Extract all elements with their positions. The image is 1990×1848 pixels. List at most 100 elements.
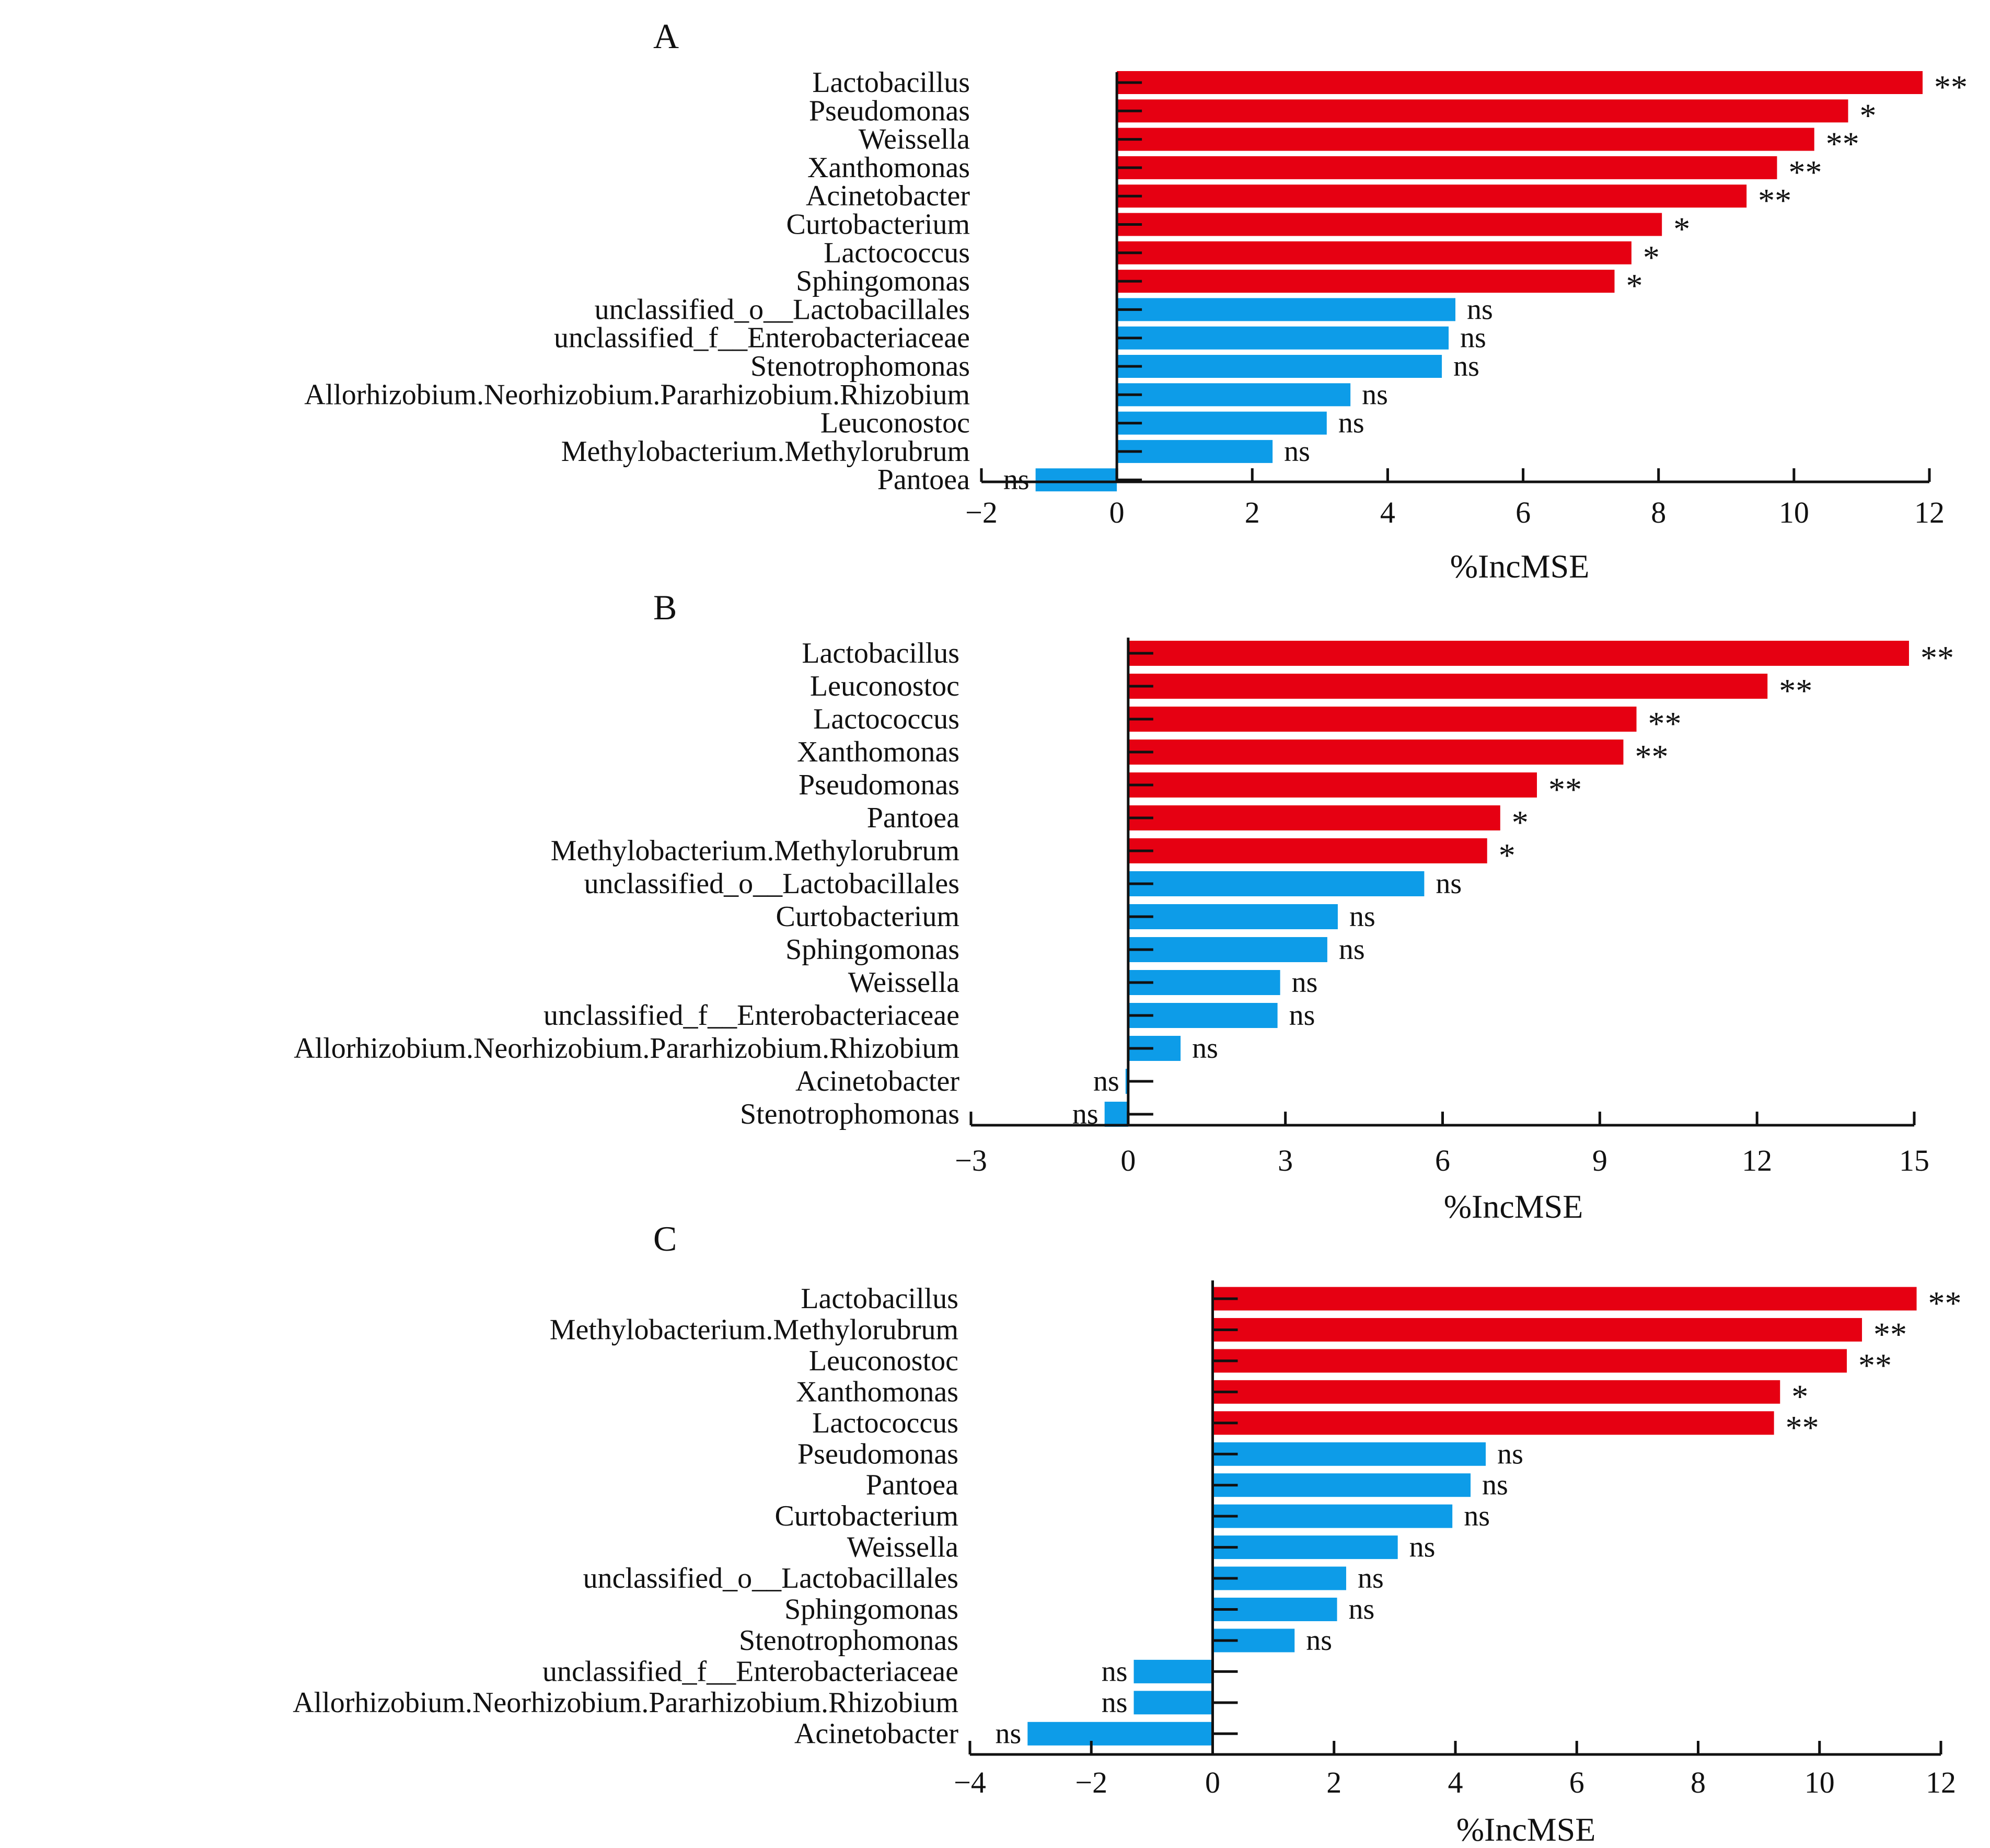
bar-methylobacterium-methylorubrum [1117, 440, 1273, 463]
x-tick-label: 4 [1380, 495, 1395, 529]
category-label: Pantoea [866, 1469, 958, 1502]
bar-sphingomonas [1128, 937, 1327, 962]
panel-label-c: C [653, 1219, 677, 1258]
category-label: Sphingomonas [784, 1593, 958, 1626]
significance-label: ** [1779, 672, 1812, 709]
bar-curtobacterium [1128, 904, 1338, 929]
x-tick-label: 9 [1592, 1144, 1607, 1177]
bar-pseudomonas [1117, 99, 1848, 123]
category-label: unclassified_f__Enterobacteriaceae [543, 999, 959, 1032]
category-label: Pantoea [877, 464, 970, 496]
category-label: Curtobacterium [775, 1500, 958, 1532]
category-label: unclassified_o__Lactobacillales [595, 293, 970, 326]
significance-label: ns [1338, 407, 1364, 440]
category-label: Xanthomonas [797, 736, 959, 768]
category-label: Allorhizobium.Neorhizobium.Pararhizobium… [294, 1032, 959, 1065]
significance-label: ** [1928, 1285, 1962, 1322]
category-label: unclassified_f__Enterobacteriaceae [542, 1655, 958, 1688]
x-tick-label: 8 [1651, 495, 1666, 529]
bar-sphingomonas [1117, 270, 1615, 293]
significance-label: ns [1349, 1593, 1375, 1626]
bar-unclassified-f-enterobacteriaceae [1133, 1659, 1213, 1683]
bar-lactococcus [1128, 707, 1637, 732]
category-label: Acinetobacter [794, 1717, 958, 1750]
significance-label: ** [1826, 125, 1859, 163]
bar-methylobacterium-methylorubrum [1128, 838, 1487, 863]
x-tick-label: 12 [1742, 1144, 1772, 1177]
significance-label: ns [1192, 1032, 1218, 1065]
x-tick-label: 3 [1278, 1144, 1293, 1177]
category-label: Leuconostoc [809, 1345, 958, 1377]
x-axis-label: %IncMSE [1450, 548, 1590, 585]
significance-label: ns [1460, 322, 1486, 354]
x-tick-label: 2 [1326, 1765, 1341, 1799]
significance-label: ns [996, 1717, 1022, 1750]
significance-label: ** [1858, 1347, 1892, 1384]
category-label: Acinetobacter [795, 1065, 959, 1098]
category-label: Methylobacterium.Methylorubrum [550, 1313, 958, 1346]
x-tick-label: 8 [1691, 1765, 1706, 1799]
category-label: Sphingomonas [796, 265, 970, 297]
category-label: Weissella [847, 1531, 958, 1564]
significance-label: ** [1934, 68, 1968, 106]
category-label: Pseudomonas [809, 95, 970, 127]
category-label: unclassified_f__Enterobacteriaceae [554, 322, 970, 354]
category-label: Pseudomonas [797, 1438, 958, 1470]
x-tick-label: 10 [1804, 1765, 1835, 1799]
category-label: Allorhizobium.Neorhizobium.Pararhizobium… [304, 378, 970, 411]
x-tick-label: 12 [1914, 495, 1945, 529]
x-axis-label: %IncMSE [1444, 1188, 1583, 1225]
category-label: Lactococcus [813, 703, 959, 735]
bar-lactococcus [1117, 241, 1632, 264]
significance-label: ns [1362, 378, 1388, 411]
x-tick-label: 12 [1926, 1765, 1956, 1799]
category-label: Curtobacterium [786, 209, 970, 241]
bar-leuconostoc [1212, 1349, 1847, 1373]
category-label: unclassified_o__Lactobacillales [583, 1562, 958, 1595]
significance-label: ** [1786, 1409, 1819, 1446]
significance-label: ns [1467, 293, 1493, 326]
category-label: Pseudomonas [799, 769, 959, 801]
panel-a: A Lactobacillus **Pseudomonas *Weissella **… [304, 16, 1968, 585]
bar-lactobacillus [1117, 71, 1923, 94]
significance-label: ns [1284, 435, 1310, 468]
category-label: Weissella [859, 123, 970, 156]
significance-label: ** [1648, 705, 1682, 742]
category-label: Stenotrophomonas [739, 1624, 958, 1657]
x-tick-label: 0 [1205, 1765, 1220, 1799]
category-label: Stenotrophomonas [750, 350, 970, 383]
bar-allorhizobium-neorhizobium-pararhizobium-rhizobium [1117, 383, 1351, 407]
bar-unclassified-f-enterobacteriaceae [1117, 326, 1449, 350]
bar-xanthomonas [1128, 740, 1624, 765]
bar-weissella [1117, 128, 1814, 151]
x-axis-label: %IncMSE [1456, 1811, 1596, 1845]
significance-label: ns [1358, 1562, 1384, 1595]
category-label: Methylobacterium.Methylorubrum [561, 435, 970, 468]
bar-methylobacterium-methylorubrum [1212, 1318, 1862, 1342]
category-label: Stenotrophomonas [740, 1098, 959, 1130]
x-tick-label: 2 [1245, 495, 1260, 529]
category-label: Leuconostoc [820, 407, 970, 440]
panel-c: C Lactobacillus ** Methylobacterium.Methyl… [293, 1219, 1962, 1848]
category-label: Xanthomonas [807, 152, 970, 184]
bar-pantoea [1035, 468, 1117, 492]
bar-acinetobacter [1125, 1069, 1128, 1094]
bar-xanthomonas [1117, 156, 1777, 179]
significance-label: ** [1758, 182, 1791, 219]
significance-label: * [1512, 804, 1529, 841]
bar-acinetobacter [1117, 184, 1747, 208]
significance-label: ns [1497, 1438, 1523, 1470]
bar-unclassified-o-lactobacillales [1117, 298, 1455, 321]
significance-label: * [1860, 97, 1877, 134]
significance-label: ns [1102, 1687, 1128, 1719]
panel-label-a: A [653, 16, 679, 56]
category-label: Lactococcus [812, 1407, 958, 1439]
bar-curtobacterium [1117, 213, 1662, 236]
category-label: Leuconostoc [810, 670, 959, 702]
significance-label: ns [1102, 1655, 1128, 1688]
category-label: Lactobacillus [802, 637, 959, 669]
bar-xanthomonas [1212, 1380, 1780, 1404]
category-label: Pantoea [867, 802, 959, 834]
significance-label: ns [1464, 1500, 1490, 1532]
x-tick-label: −2 [965, 495, 998, 529]
